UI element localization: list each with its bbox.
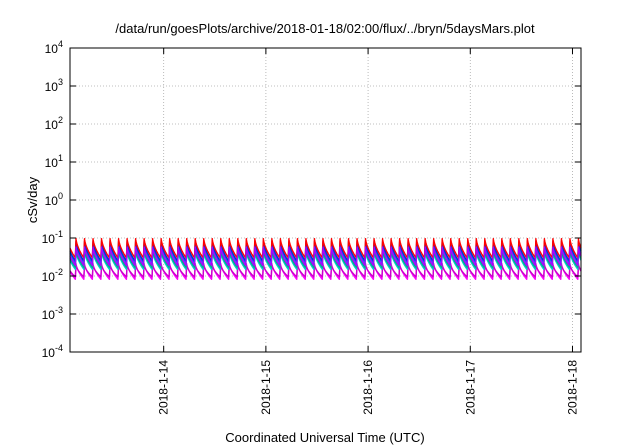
y-tick-label: 100: [45, 191, 63, 208]
y-tick-label: 10-1: [42, 229, 63, 246]
series-layer: [69, 237, 582, 280]
y-tick-label: 10-4: [42, 343, 63, 360]
x-axis-label: Coordinated Universal Time (UTC): [225, 430, 424, 445]
grid: [70, 48, 581, 352]
y-tick-base: 10: [42, 232, 56, 246]
y-tick-exponent: -3: [55, 305, 63, 315]
y-axis-label: cSv/day: [25, 176, 40, 223]
series-line: [69, 251, 582, 271]
y-tick-exponent: -2: [55, 267, 63, 277]
x-tick-label: 2018-1-18: [565, 360, 579, 415]
x-tick-label: 2018-1-17: [463, 360, 477, 415]
x-axis: 2018-1-14 2018-1-15 2018-1-16 2018-1-17 2018…: [157, 48, 579, 415]
y-tick-base: 10: [45, 194, 59, 208]
x-tick-label: 2018-1-14: [157, 360, 171, 415]
y-tick-label: 102: [45, 115, 63, 132]
y-tick-base: 10: [42, 308, 56, 322]
chart-title: /data/run/goesPlots/archive/2018-01-18/0…: [115, 21, 535, 36]
series-line: [69, 264, 582, 278]
x-tick-label: 2018-1-15: [259, 360, 273, 415]
y-tick-exponent: 0: [58, 191, 63, 201]
y-tick-base: 10: [45, 118, 59, 132]
y-tick-label: 10-3: [42, 305, 63, 322]
y-tick-exponent: -1: [55, 229, 63, 239]
series-line: [69, 242, 582, 264]
y-tick-exponent: 2: [58, 115, 63, 125]
y-tick-label: 104: [45, 39, 63, 56]
y-tick-exponent: -4: [55, 343, 63, 353]
y-tick-label: 103: [45, 77, 63, 94]
y-tick-base: 10: [42, 346, 56, 360]
series-line: [69, 249, 582, 268]
x-tick-label: 2018-1-16: [361, 360, 375, 415]
y-tick-exponent: 4: [58, 39, 63, 49]
y-tick-base: 10: [45, 156, 59, 170]
y-tick-label: 10-2: [42, 267, 63, 284]
y-tick-exponent: 1: [58, 153, 63, 163]
y-tick-base: 10: [45, 80, 59, 94]
y-tick-base: 10: [45, 42, 59, 56]
y-tick-label: 101: [45, 153, 63, 170]
y-tick-exponent: 3: [58, 77, 63, 87]
series-line: [69, 246, 582, 267]
series-line: [69, 237, 582, 259]
series-line: [69, 240, 582, 262]
y-tick-base: 10: [42, 270, 56, 284]
